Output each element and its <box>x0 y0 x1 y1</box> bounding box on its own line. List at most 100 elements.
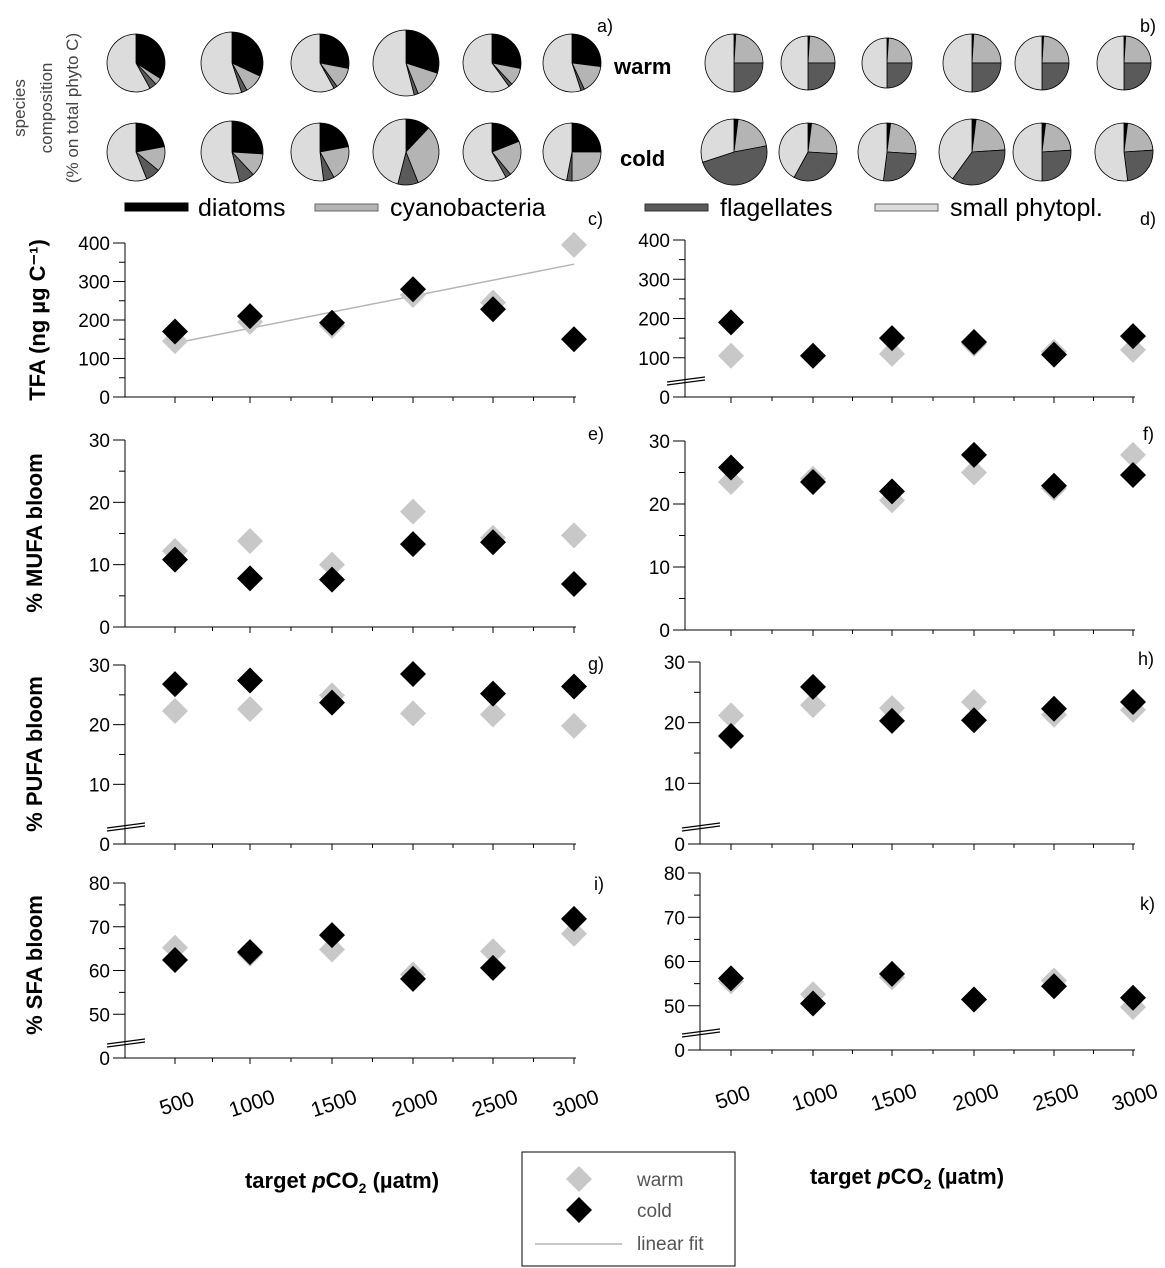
xlabel-right-pre: target <box>810 1164 877 1189</box>
legend-label-small-phytopl: small phytopl. <box>950 194 1103 222</box>
point-cold <box>480 680 506 707</box>
point-warm <box>400 700 426 727</box>
panel-tag: f) <box>1143 424 1154 444</box>
pie-slice <box>780 35 809 91</box>
y-tick-label: 0 <box>99 618 110 639</box>
point-cold <box>319 922 345 949</box>
pie-slice <box>542 33 582 93</box>
point-cold <box>162 947 188 973</box>
pie-cold-5 <box>462 122 522 182</box>
point-cold <box>961 441 987 468</box>
pie-warm-1 <box>106 33 166 93</box>
pie-ylabel-line3: (% on total phyto C) <box>63 33 82 183</box>
xlabel-right-co: CO <box>891 1164 924 1189</box>
point-cold <box>319 309 345 336</box>
pie-slice <box>106 33 151 93</box>
legend-label-diatoms: diatoms <box>198 194 286 222</box>
pie-cold-4 <box>938 118 1006 186</box>
point-cold <box>319 566 345 593</box>
pie-slice <box>938 118 973 180</box>
point-cold <box>800 673 826 700</box>
pie-warm-4 <box>372 29 440 97</box>
x-tick-label: 2500 <box>1030 1080 1082 1116</box>
pie-slice <box>1014 35 1043 91</box>
legend-label-warm: warm <box>636 1170 683 1191</box>
panel-tag: h) <box>1138 649 1154 669</box>
pie-cold-4 <box>372 118 440 186</box>
legend-swatch-diatoms <box>124 202 189 212</box>
point-cold <box>879 325 905 352</box>
point-warm <box>718 702 744 729</box>
point-warm <box>561 231 587 258</box>
pie-slice <box>135 122 165 153</box>
pie-slice <box>733 62 764 93</box>
y-tick-label: 0 <box>659 388 670 409</box>
pie-slice <box>372 118 407 185</box>
point-cold <box>561 326 587 353</box>
panel-tag: c) <box>588 209 603 229</box>
point-cold <box>718 965 744 992</box>
xlabel-right-italic: p <box>876 1164 890 1189</box>
pie-slice <box>1041 149 1072 182</box>
pie-slice <box>807 62 836 91</box>
point-warm <box>800 692 826 719</box>
point-cold <box>162 671 188 698</box>
point-cold <box>1041 695 1067 722</box>
legend-swatch-small-phytopl <box>874 203 939 212</box>
y-tick-label: 70 <box>89 918 110 939</box>
pie-slice <box>702 145 768 186</box>
xlabel-left-co: CO <box>326 1168 359 1193</box>
pie-slice <box>882 151 917 182</box>
pie-panels: a) b) <box>106 16 1156 186</box>
y-tick-label: 100 <box>78 350 110 371</box>
pie-slice <box>319 33 350 69</box>
point-cold <box>1120 689 1146 716</box>
pie-slice <box>861 37 888 89</box>
y-tick-label: 100 <box>638 349 670 370</box>
pie-slice <box>1123 149 1154 182</box>
legend-marker-cold <box>566 1197 592 1223</box>
y-tick-label: 60 <box>89 962 110 983</box>
pie-slice <box>571 122 602 153</box>
legend-marker-warm <box>566 1166 592 1192</box>
pie-slice <box>319 122 349 153</box>
panel-tag: d) <box>1140 209 1156 229</box>
pie-legend: diatoms cyanobacteria flagellates small … <box>124 194 1103 222</box>
y-axis-label: TFA (ng µg C⁻¹) <box>25 239 50 401</box>
pie-warm-1 <box>704 33 764 93</box>
point-warm <box>961 459 987 486</box>
pie-slice <box>807 122 838 155</box>
pie-slice <box>1041 35 1070 64</box>
y-tick-label: 300 <box>638 270 670 291</box>
pie-slice <box>1041 122 1072 153</box>
row-label-warm: warm <box>613 54 671 79</box>
x-tick-label: 1500 <box>868 1080 920 1116</box>
point-warm <box>961 689 987 716</box>
pie-ylabel-line1: species <box>10 79 29 137</box>
y-tick-label: 0 <box>674 1041 685 1062</box>
point-cold <box>162 318 188 345</box>
point-cold <box>561 570 587 597</box>
y-tick-label: 10 <box>89 556 110 577</box>
y-axis-label: % PUFA bloom <box>22 676 47 832</box>
pie-slice <box>491 33 522 69</box>
pie-slice <box>542 122 573 181</box>
point-warm <box>162 697 188 724</box>
x-tick-label: 500 <box>713 1081 753 1114</box>
pie-cold-5 <box>1012 122 1072 182</box>
pie-slice <box>1123 35 1152 64</box>
legend-box <box>521 1151 736 1267</box>
point-cold <box>237 303 263 330</box>
panel-h: 0 10 20 30 h) <box>664 649 1154 856</box>
y-tick-label: 30 <box>664 653 685 674</box>
pie-warm-3 <box>861 37 913 89</box>
pie-slice <box>405 29 440 74</box>
x-tick-label: 1500 <box>308 1086 360 1122</box>
point-warm <box>718 468 744 495</box>
pie-cold-6 <box>542 122 602 182</box>
point-warm <box>879 340 905 367</box>
pie-slice <box>807 35 836 64</box>
pie-warm-6 <box>1096 35 1152 91</box>
xlabel-left: target pCO2 (µatm) <box>245 1168 439 1196</box>
